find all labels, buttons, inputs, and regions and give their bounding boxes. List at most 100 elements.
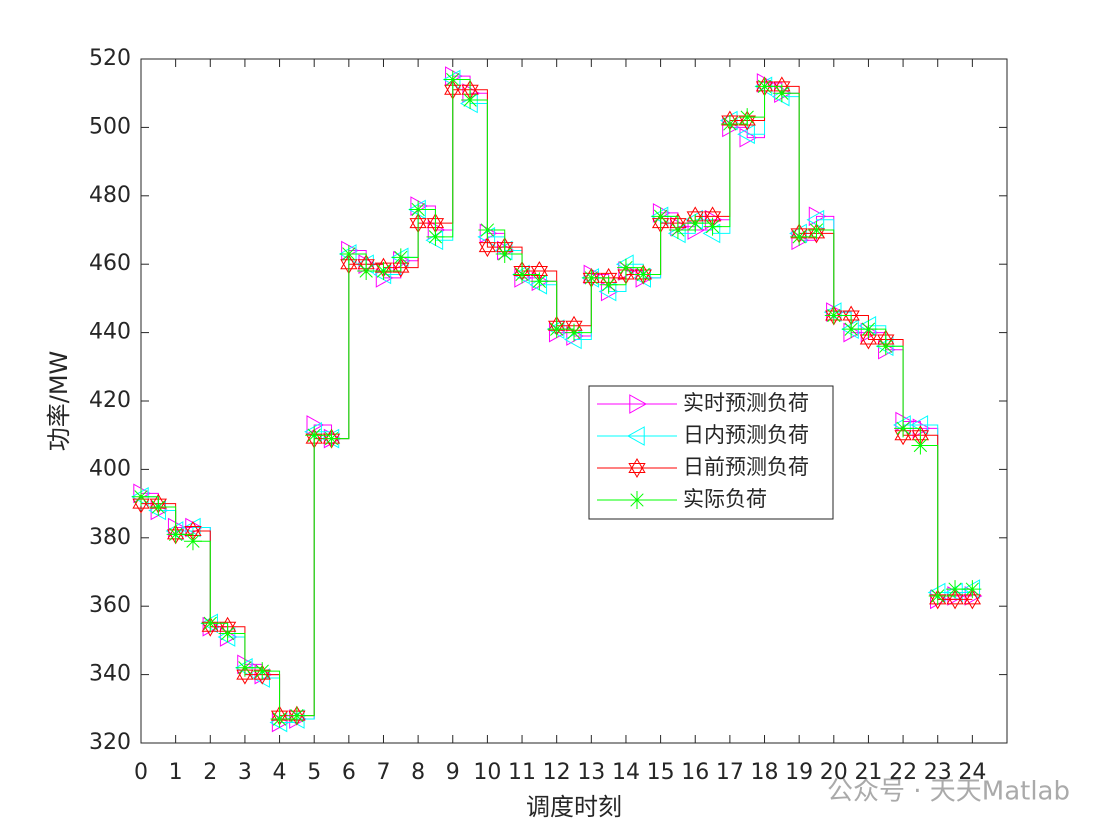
marker xyxy=(253,662,272,681)
y-tick-label: 440 xyxy=(89,320,131,345)
marker xyxy=(218,624,237,643)
y-tick-label: 400 xyxy=(89,456,131,481)
marker xyxy=(375,268,394,288)
x-tick-label: 8 xyxy=(411,760,425,785)
watermark: 公众号 · 天天Matlab xyxy=(827,777,1070,807)
y-tick-label: 460 xyxy=(89,251,131,276)
marker xyxy=(149,498,168,517)
marker xyxy=(824,306,843,325)
plot-area xyxy=(140,58,1008,744)
marker xyxy=(807,221,826,239)
x-tick-label: 20 xyxy=(820,760,848,785)
x-tick-label: 17 xyxy=(716,760,744,785)
marker xyxy=(739,127,758,148)
series xyxy=(132,70,982,729)
y-tick-label: 360 xyxy=(89,593,131,618)
marker xyxy=(720,114,739,133)
y-tick-label: 520 xyxy=(89,46,131,71)
marker xyxy=(702,223,721,244)
x-tick-label: 2 xyxy=(203,760,217,785)
marker xyxy=(409,200,428,219)
marker xyxy=(322,429,341,448)
marker xyxy=(599,275,618,294)
marker xyxy=(167,517,186,538)
marker xyxy=(565,323,583,342)
x-tick-label: 12 xyxy=(543,760,571,785)
x-tick-label: 22 xyxy=(889,760,917,785)
x-tick-label: 24 xyxy=(958,760,986,785)
marker xyxy=(600,281,619,302)
y-axis-label: 功率/MW xyxy=(45,351,73,452)
y-tick-label: 320 xyxy=(89,730,131,755)
marker xyxy=(876,337,895,356)
marker xyxy=(357,262,376,281)
marker xyxy=(946,580,965,599)
marker xyxy=(391,248,410,267)
marker xyxy=(911,436,930,455)
marker xyxy=(737,124,755,145)
marker xyxy=(495,244,514,263)
marker xyxy=(616,258,635,277)
x-tick-label: 7 xyxy=(376,760,390,785)
marker xyxy=(790,227,809,246)
legend-marker xyxy=(629,394,648,414)
marker xyxy=(598,281,617,302)
legend-marker xyxy=(628,491,646,509)
x-tick-label: 1 xyxy=(169,760,183,785)
marker xyxy=(963,580,982,599)
y-tick-label: 480 xyxy=(89,183,131,208)
marker xyxy=(530,272,549,291)
marker xyxy=(443,70,462,89)
x-tick-label: 6 xyxy=(342,760,356,785)
x-tick-label: 10 xyxy=(473,760,501,785)
marker xyxy=(755,77,774,96)
x-tick-label: 3 xyxy=(238,760,252,785)
legend-marker xyxy=(626,426,645,446)
x-tick-label: 15 xyxy=(647,760,675,785)
marker xyxy=(928,586,947,605)
marker xyxy=(478,221,497,239)
x-tick-label: 23 xyxy=(924,760,952,785)
marker xyxy=(738,108,757,127)
marker xyxy=(842,320,861,339)
x-tick-label: 9 xyxy=(446,760,460,785)
marker xyxy=(651,207,670,226)
marker xyxy=(235,658,254,677)
y-tick-label: 500 xyxy=(89,114,131,139)
legend-marker xyxy=(628,457,646,479)
x-tick-label: 13 xyxy=(577,760,605,785)
x-tick-label: 21 xyxy=(854,760,882,785)
y-tick-label: 420 xyxy=(89,388,131,413)
x-tick-label: 14 xyxy=(612,760,640,785)
marker xyxy=(374,262,393,281)
marker xyxy=(306,415,325,435)
marker xyxy=(894,419,913,438)
y-tick-label: 340 xyxy=(89,662,131,687)
marker xyxy=(132,487,150,506)
marker xyxy=(634,265,653,284)
legend-label: 日前预测负荷 xyxy=(683,455,809,479)
x-tick-label: 5 xyxy=(307,760,321,785)
marker xyxy=(547,320,566,339)
marker xyxy=(703,217,722,236)
marker xyxy=(513,265,532,284)
legend-label: 实时预测负荷 xyxy=(683,391,809,415)
x-tick-label: 0 xyxy=(134,760,148,785)
marker xyxy=(895,411,914,432)
marker xyxy=(287,706,306,725)
legend-label: 实际负荷 xyxy=(683,487,767,511)
x-tick-label: 11 xyxy=(508,760,536,785)
marker xyxy=(910,415,929,435)
marker xyxy=(201,614,220,633)
marker xyxy=(477,226,496,247)
marker xyxy=(270,710,289,729)
y-tick-label: 380 xyxy=(89,525,131,550)
x-tick-label: 4 xyxy=(273,760,287,785)
marker xyxy=(808,206,827,227)
marker xyxy=(563,329,582,350)
marker xyxy=(339,244,358,263)
x-axis-label: 调度时刻 xyxy=(526,793,622,821)
marker xyxy=(582,268,601,287)
marker xyxy=(183,532,202,551)
